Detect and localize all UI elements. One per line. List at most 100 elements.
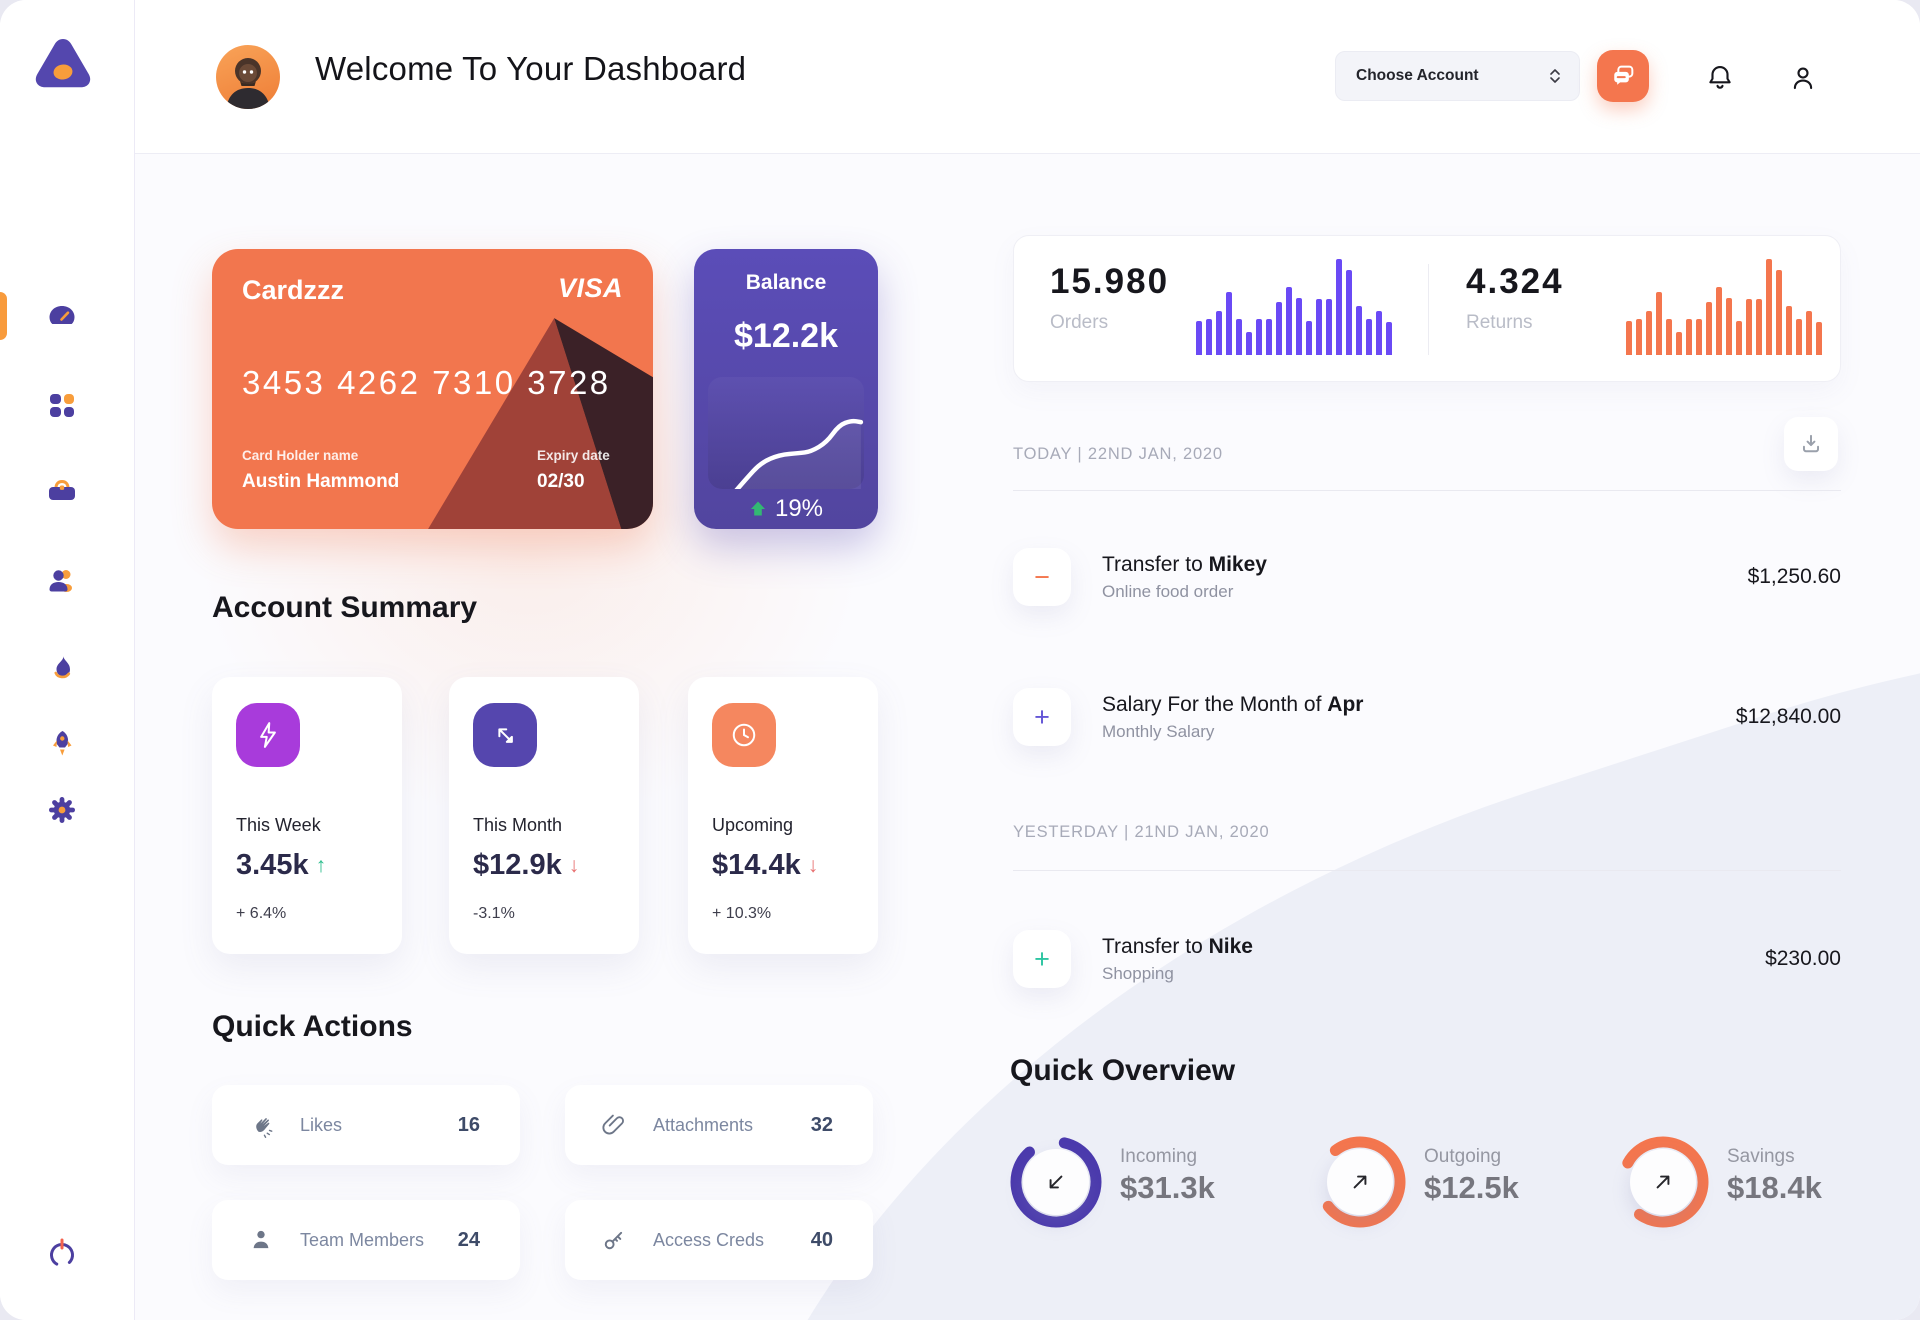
summary-label: This Week: [236, 815, 321, 835]
outgoing-donut: [1312, 1134, 1408, 1230]
arrow-down-left-icon: [1049, 1175, 1063, 1189]
overview-label: Savings: [1727, 1146, 1795, 1167]
quick-action-label: Attachments: [653, 1114, 754, 1135]
divider: [1013, 870, 1841, 871]
divider: [1013, 490, 1841, 491]
notifications-button[interactable]: [1698, 56, 1742, 100]
sidebar-item-work[interactable]: [34, 463, 90, 519]
quick-action-attachments[interactable]: Attachments 32: [565, 1085, 873, 1165]
orders-returns-card: 15.980 Orders 4.324 Returns: [1013, 235, 1841, 382]
summary-label: This Month: [473, 815, 563, 835]
choose-account-label: Choose Account: [1356, 67, 1479, 84]
returns-bar-chart: [1626, 259, 1824, 355]
card-name: Cardzzz: [242, 275, 345, 305]
overview-value: $12.5k: [1424, 1170, 1519, 1205]
arrow-up-right-icon: [1656, 1175, 1670, 1189]
quick-action-count: 32: [810, 1113, 833, 1136]
summary-value: $14.4k ↓: [712, 849, 819, 881]
transaction-title: Transfer to Nike: [1102, 934, 1253, 958]
user-avatar[interactable]: [216, 45, 280, 109]
apps-grid-icon: [50, 394, 74, 417]
quick-action-likes[interactable]: Likes 16: [212, 1085, 520, 1165]
minus-icon: −: [1013, 548, 1071, 606]
active-nav-indicator: [0, 292, 7, 340]
overview-label: Incoming: [1120, 1146, 1198, 1167]
paperclip-icon: [602, 1114, 624, 1135]
transfer-arrows-icon: [473, 703, 537, 767]
summary-card-this-month[interactable]: This Month $12.9k ↓ -3.1%: [449, 677, 639, 954]
orders-bar-chart: [1196, 259, 1394, 355]
date-group-today: TODAY | 22ND JAN, 2020: [1013, 445, 1223, 463]
incoming-donut: [1008, 1134, 1104, 1230]
sidebar-item-launch[interactable]: [34, 716, 90, 772]
returns-label: Returns: [1466, 312, 1533, 333]
visa-logo: VISA: [557, 273, 623, 303]
overview-value: $31.3k: [1120, 1170, 1215, 1205]
person-icon: [253, 1230, 269, 1249]
quick-action-label: Access Creds: [653, 1229, 765, 1250]
trend-up-icon: ↑: [315, 853, 327, 877]
transaction-subtitle: Online food order: [1102, 581, 1234, 601]
orders-value: 15.980: [1050, 262, 1170, 301]
briefcase-icon: [49, 479, 75, 500]
select-chevrons-icon: [1550, 69, 1560, 83]
clap-icon: [256, 1118, 273, 1138]
user-icon: [49, 570, 72, 592]
divider: [1428, 264, 1429, 355]
summary-percent: -3.1%: [473, 905, 515, 922]
rocket-icon: [53, 731, 72, 756]
card-holder-label: Card Holder name: [242, 448, 359, 463]
plus-icon: +: [1013, 930, 1071, 988]
arrow-up-icon: [750, 501, 765, 516]
download-button[interactable]: [1784, 417, 1838, 471]
summary-percent: + 10.3%: [712, 905, 772, 922]
quick-action-team-members[interactable]: Team Members 24: [212, 1200, 520, 1280]
quick-action-access-creds[interactable]: Access Creds 40: [565, 1200, 873, 1280]
transaction-row[interactable]: − Transfer to Mikey Online food order $1…: [1013, 548, 1841, 606]
summary-label: Upcoming: [712, 815, 794, 835]
summary-card-this-week[interactable]: This Week 3.45k ↑ + 6.4%: [212, 677, 402, 954]
balance-sparkline: [708, 377, 864, 489]
balance-card[interactable]: Balance $12.2k 19%: [694, 249, 878, 529]
sidebar-item-apps[interactable]: [34, 377, 90, 433]
card-expiry-label: Expiry date: [537, 448, 610, 463]
transaction-row[interactable]: + Salary For the Month of Apr Monthly Sa…: [1013, 688, 1841, 746]
transaction-text: Transfer to Nike Shopping: [1102, 933, 1253, 986]
donut-core: [1630, 1149, 1696, 1215]
profile-button[interactable]: [1781, 56, 1825, 100]
sidebar-item-settings[interactable]: [34, 782, 90, 838]
dashboard-icon: [49, 306, 75, 324]
transaction-subtitle: Shopping: [1102, 963, 1174, 983]
card-expiry: 02/30: [537, 471, 585, 492]
chat-bubbles-icon: [1614, 65, 1634, 85]
trend-down-icon: ↓: [807, 853, 819, 877]
orders-label: Orders: [1050, 312, 1109, 333]
logout-button[interactable]: [40, 1232, 84, 1276]
balance-trend-chart: [708, 377, 864, 489]
returns-value: 4.324: [1466, 262, 1564, 301]
avatar-photo: [226, 58, 270, 109]
choose-account-select[interactable]: Choose Account: [1335, 51, 1580, 101]
quick-action-count: 40: [810, 1228, 833, 1251]
quick-overview-title: Quick Overview: [1010, 1054, 1236, 1087]
gear-icon: [49, 797, 75, 823]
arrow-up-right-icon: [1353, 1175, 1367, 1189]
transaction-title: Transfer to Mikey: [1102, 552, 1267, 576]
chat-button[interactable]: [1597, 50, 1649, 102]
sidebar-item-trending[interactable]: [34, 641, 90, 697]
triangle-logo-icon: [35, 39, 91, 88]
summary-value: 3.45k ↑: [236, 849, 327, 881]
sidebar-item-users[interactable]: [34, 554, 90, 610]
credit-card[interactable]: Cardzzz VISA 3453 4262 7310 3728 Card Ho…: [212, 249, 653, 529]
balance-change-value: 19%: [774, 495, 824, 522]
card-holder-name: Austin Hammond: [242, 471, 400, 492]
sidebar-item-dashboard[interactable]: [34, 288, 90, 344]
transaction-row[interactable]: + Transfer to Nike Shopping $230.00: [1013, 930, 1841, 988]
download-icon: [1802, 434, 1820, 453]
app-logo[interactable]: [31, 32, 95, 96]
transaction-amount: $1,250.60: [1747, 565, 1841, 588]
transaction-text: Salary For the Month of Apr Monthly Sala…: [1102, 691, 1363, 744]
summary-card-upcoming[interactable]: Upcoming $14.4k ↓ + 10.3%: [688, 677, 878, 954]
donut-core: [1327, 1149, 1393, 1215]
